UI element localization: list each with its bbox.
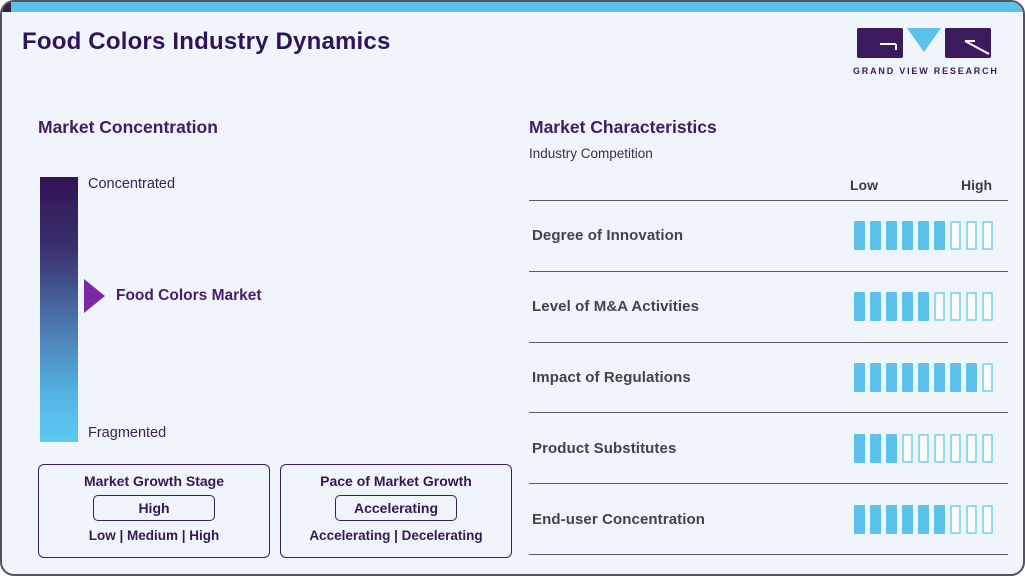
rating-bar-filled	[934, 221, 945, 251]
characteristic-label: Product Substitutes	[532, 439, 677, 457]
characteristic-label: End-user Concentration	[532, 510, 706, 528]
rating-bar-empty	[950, 504, 961, 534]
characteristic-label: Level of M&A Activities	[532, 298, 700, 316]
rating-bars	[854, 504, 993, 534]
brand-logo-text: GRAND VIEW RESEARCH	[853, 66, 999, 76]
rating-bar-filled	[918, 504, 929, 534]
pointer-label: Food Colors Market	[116, 287, 262, 304]
characteristic-label: Degree of Innovation	[532, 227, 684, 245]
rating-bars	[854, 433, 993, 463]
rating-bar-filled	[886, 221, 897, 251]
characteristics-rows: Degree of Innovation Level of M&A Activit…	[529, 200, 1008, 555]
top-accent-bar	[2, 2, 1023, 12]
right-arrow-icon	[84, 279, 105, 313]
rating-bar-filled	[902, 504, 913, 534]
rating-bar-filled	[886, 292, 897, 322]
characteristic-row: Product Substitutes	[529, 412, 1008, 483]
pace-of-growth-box: Pace of Market Growth Accelerating Accel…	[280, 464, 512, 558]
characteristic-row: Level of M&A Activities	[529, 270, 1008, 342]
rating-bar-filled	[870, 362, 881, 392]
market-concentration-heading: Market Concentration	[38, 117, 218, 137]
characteristic-row: Impact of Regulations	[529, 341, 1008, 413]
market-position-pointer: Food Colors Market	[84, 279, 262, 313]
rating-bar-filled	[886, 362, 897, 392]
rating-bar-filled	[854, 221, 865, 251]
rating-bar-filled	[870, 433, 881, 463]
rating-bar-filled	[870, 504, 881, 534]
growth-stage-value: High	[93, 495, 215, 521]
market-growth-stage-box: Market Growth Stage High Low | Medium | …	[38, 464, 270, 558]
brand-logo: GRAND VIEW RESEARCH	[853, 28, 999, 76]
rating-bar-filled	[918, 221, 929, 251]
rating-bar-filled	[934, 362, 945, 392]
rating-bar-empty	[966, 292, 977, 322]
rating-bar-filled	[870, 292, 881, 322]
grand-view-research-icon	[857, 28, 991, 58]
rating-bar-filled	[854, 292, 865, 322]
rating-bar-filled	[870, 221, 881, 251]
scale-low-label: Low	[850, 177, 878, 193]
market-characteristics-heading: Market Characteristics	[529, 117, 717, 137]
rating-bar-filled	[854, 362, 865, 392]
rating-bar-filled	[966, 362, 977, 392]
page-title: Food Colors Industry Dynamics	[22, 28, 391, 55]
concentration-gradient-scale	[40, 177, 78, 442]
characteristic-label: Impact of Regulations	[532, 368, 691, 386]
rating-bars	[854, 221, 993, 251]
rating-bar-filled	[918, 362, 929, 392]
rating-bar-empty	[966, 433, 977, 463]
rating-bar-empty	[982, 362, 993, 392]
rating-bar-empty	[966, 504, 977, 534]
characteristic-row: End-user Concentration	[529, 483, 1008, 554]
rating-bar-filled	[950, 362, 961, 392]
rating-bar-empty	[950, 433, 961, 463]
growth-boxes: Market Growth Stage High Low | Medium | …	[38, 464, 512, 558]
growth-stage-title: Market Growth Stage	[83, 473, 225, 489]
pace-value: Accelerating	[335, 495, 457, 521]
scale-high-label: High	[961, 177, 993, 193]
pace-options: Accelerating | Decelerating	[309, 528, 483, 543]
fragmented-label: Fragmented	[88, 425, 167, 441]
rating-bar-empty	[934, 292, 945, 322]
industry-competition-subheading: Industry Competition	[529, 146, 653, 161]
rating-bar-filled	[902, 221, 913, 251]
rating-bar-filled	[854, 433, 865, 463]
rating-bar-empty	[966, 221, 977, 251]
rating-bar-filled	[902, 292, 913, 322]
rating-bar-filled	[886, 504, 897, 534]
characteristic-row: Degree of Innovation	[529, 200, 1008, 271]
concentrated-label: Concentrated	[88, 176, 176, 192]
rating-bar-empty	[982, 221, 993, 251]
rating-bar-filled	[902, 362, 913, 392]
rating-bars	[854, 362, 993, 392]
rating-bar-filled	[854, 504, 865, 534]
rating-bar-filled	[934, 504, 945, 534]
rating-bar-empty	[982, 433, 993, 463]
rating-bar-empty	[902, 433, 913, 463]
rating-bar-empty	[982, 292, 993, 322]
growth-stage-options: Low | Medium | High	[88, 528, 220, 543]
rating-bars	[854, 292, 993, 322]
rating-bar-filled	[918, 292, 929, 322]
rating-bar-empty	[918, 433, 929, 463]
rating-bar-empty	[934, 433, 945, 463]
rating-bar-empty	[982, 504, 993, 534]
rating-bar-empty	[950, 292, 961, 322]
pace-title: Pace of Market Growth	[320, 473, 472, 489]
rating-bar-empty	[950, 221, 961, 251]
rating-bar-filled	[886, 433, 897, 463]
